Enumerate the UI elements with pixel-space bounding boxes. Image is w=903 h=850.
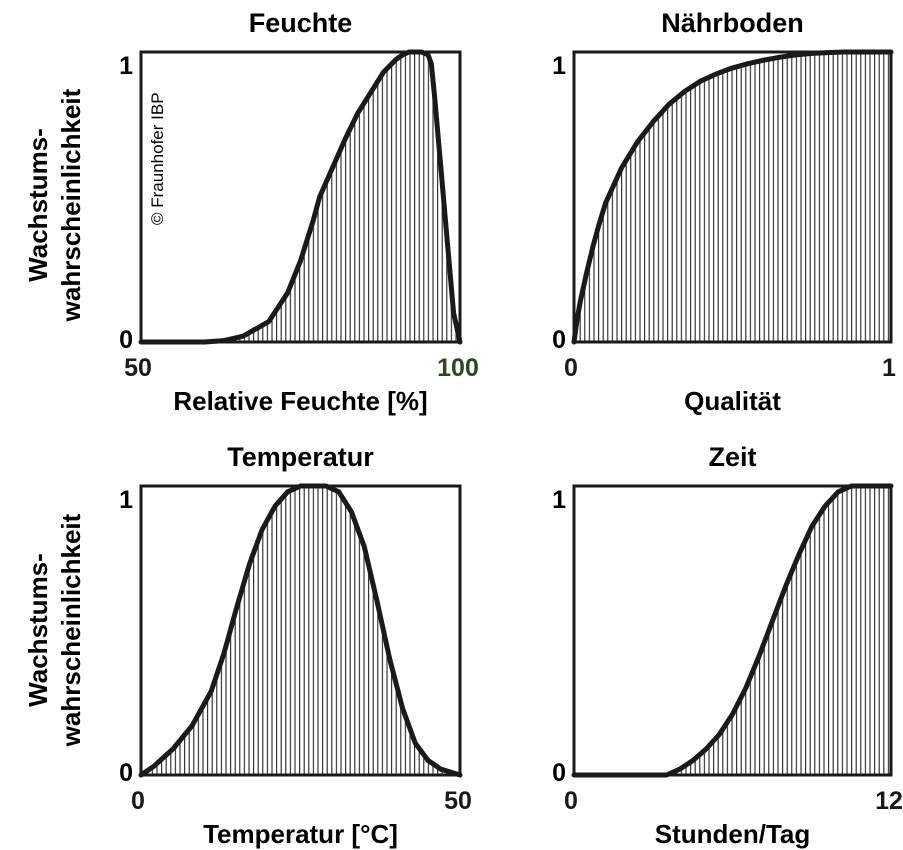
plot-frame bbox=[572, 484, 893, 777]
area-fill bbox=[141, 52, 460, 342]
ylabel-bottom-line1: Wachstums- bbox=[23, 553, 53, 707]
area-fill bbox=[574, 486, 891, 775]
x-axis-label: Temperatur [°C] bbox=[203, 819, 398, 849]
x-tick-label: 12 bbox=[875, 787, 903, 815]
area-fill bbox=[141, 486, 460, 775]
y-tick-label: 0 bbox=[119, 326, 133, 354]
chart-panel-3: Temperatur 0 1 0 50 Temperatur [°C] bbox=[119, 442, 472, 849]
chart-title: Zeit bbox=[708, 442, 756, 472]
plot-frame bbox=[572, 50, 893, 344]
chart-panel-1: Feuchte 0 1 50 100 Relative Feuchte [%] bbox=[119, 8, 479, 416]
area-fill bbox=[574, 52, 891, 342]
ylabel-top-line2: wahrscheinlichkeit bbox=[56, 88, 86, 322]
x-axis-label: Stunden/Tag bbox=[655, 819, 811, 849]
x-tick-label: 0 bbox=[564, 354, 578, 382]
x-tick-label: 0 bbox=[564, 787, 578, 815]
series-line bbox=[138, 49, 463, 345]
y-tick-label: 0 bbox=[552, 759, 566, 787]
chart-panel-2: Nährboden 0 1 0 1 Qualität bbox=[552, 8, 896, 416]
y-tick-label: 1 bbox=[552, 52, 566, 80]
y-tick-label: 0 bbox=[119, 759, 133, 787]
y-tick-label: 1 bbox=[552, 486, 566, 514]
ylabel-top: Wachstums- wahrscheinlichkeit bbox=[23, 88, 86, 322]
ylabel-bottom-line2: wahrscheinlichkeit bbox=[56, 513, 86, 747]
chart-title: Temperatur bbox=[227, 442, 374, 472]
plot-frame bbox=[139, 50, 462, 344]
x-tick-label: 100 bbox=[437, 354, 479, 382]
copyright-note: © Fraunhofer IBP bbox=[148, 92, 167, 225]
plot-frame bbox=[139, 484, 462, 777]
x-tick-label: 0 bbox=[131, 787, 145, 815]
y-tick-label: 1 bbox=[119, 52, 133, 80]
x-axis-label: Relative Feuchte [%] bbox=[173, 386, 427, 416]
ylabel-top-line1: Wachstums- bbox=[23, 128, 53, 282]
x-tick-label: 1 bbox=[882, 354, 896, 382]
chart-title: Feuchte bbox=[249, 8, 353, 38]
x-axis-label: Qualität bbox=[684, 386, 781, 416]
y-tick-label: 0 bbox=[552, 326, 566, 354]
y-tick-label: 1 bbox=[119, 486, 133, 514]
x-tick-label: 50 bbox=[124, 354, 152, 382]
x-tick-label: 50 bbox=[444, 787, 472, 815]
ylabel-bottom: Wachstums- wahrscheinlichkeit bbox=[23, 513, 86, 747]
chart-panel-4: Zeit 0 1 0 12 Stunden/Tag bbox=[552, 442, 903, 849]
chart-title: Nährboden bbox=[661, 8, 804, 38]
